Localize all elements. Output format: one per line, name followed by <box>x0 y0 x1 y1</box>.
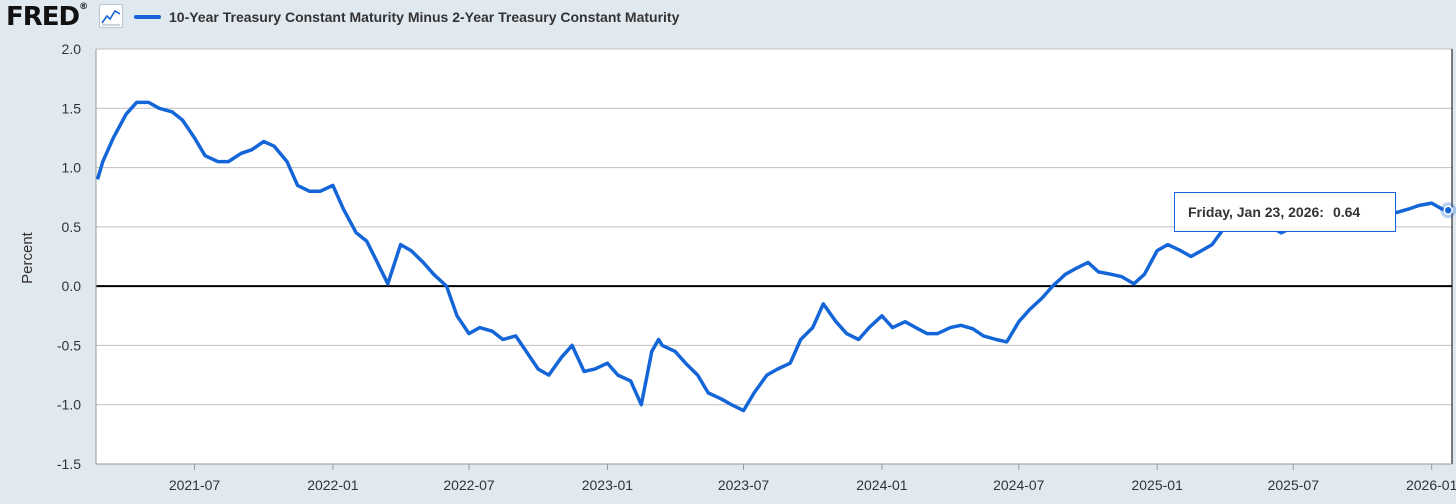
y-axis-ticks: 2.0 1.5 1.0 0.5 0.0 -0.5 -1.0 -1.5 <box>57 41 81 472</box>
fred-logo-text: FRED <box>6 2 80 32</box>
y-tick-label: -0.5 <box>57 337 81 353</box>
y-tick-label: 1.0 <box>62 160 82 176</box>
x-tick-label: 2022-01 <box>307 477 359 493</box>
plot-area <box>96 49 1452 464</box>
fred-logo[interactable]: FRED® <box>6 2 88 32</box>
line-chart-icon[interactable] <box>99 4 123 28</box>
x-tick-label: 2023-01 <box>582 477 634 493</box>
tooltip-value: 0.64 <box>1332 204 1361 220</box>
x-tick-label: 2024-07 <box>993 477 1045 493</box>
y-tick-label: -1.5 <box>57 456 81 472</box>
x-tick-label: 2024-01 <box>856 477 908 493</box>
y-tick-label: 0.0 <box>62 278 82 294</box>
legend-swatch <box>134 15 161 19</box>
y-tick-label: -1.0 <box>57 397 81 413</box>
hover-marker[interactable] <box>1443 205 1453 216</box>
grid-lines <box>95 48 1453 465</box>
x-tick-label: 2021-07 <box>169 477 221 493</box>
line-chart-icon-glyph <box>101 9 121 26</box>
y-tick-label: 1.5 <box>62 100 82 116</box>
x-tick-label: 2025-07 <box>1268 477 1320 493</box>
fred-logo-registered-mark: ® <box>79 2 88 12</box>
y-axis-label: Percent <box>19 231 36 284</box>
legend[interactable]: 10-Year Treasury Constant Maturity Minus… <box>134 9 679 25</box>
x-axis-ticks: 2021-07 2022-01 2022-07 2023-01 2023-07 2024-… <box>169 464 1456 493</box>
x-tick-label: 2025-01 <box>1131 477 1183 493</box>
legend-series-label: 10-Year Treasury Constant Maturity Minus… <box>169 9 680 25</box>
tooltip-date: Friday, Jan 23, 2026: <box>1188 204 1324 220</box>
x-tick-label: 2026-01 <box>1406 477 1456 493</box>
y-tick-label: 0.5 <box>62 219 82 235</box>
y-tick-label: 2.0 <box>62 41 82 57</box>
tooltip: Friday, Jan 23, 2026: 0.64 <box>1174 192 1396 232</box>
x-tick-label: 2022-07 <box>443 477 495 493</box>
chart-header: FRED® 10-Year Treasury Constant Maturity… <box>0 0 1456 36</box>
x-tick-label: 2023-07 <box>718 477 770 493</box>
